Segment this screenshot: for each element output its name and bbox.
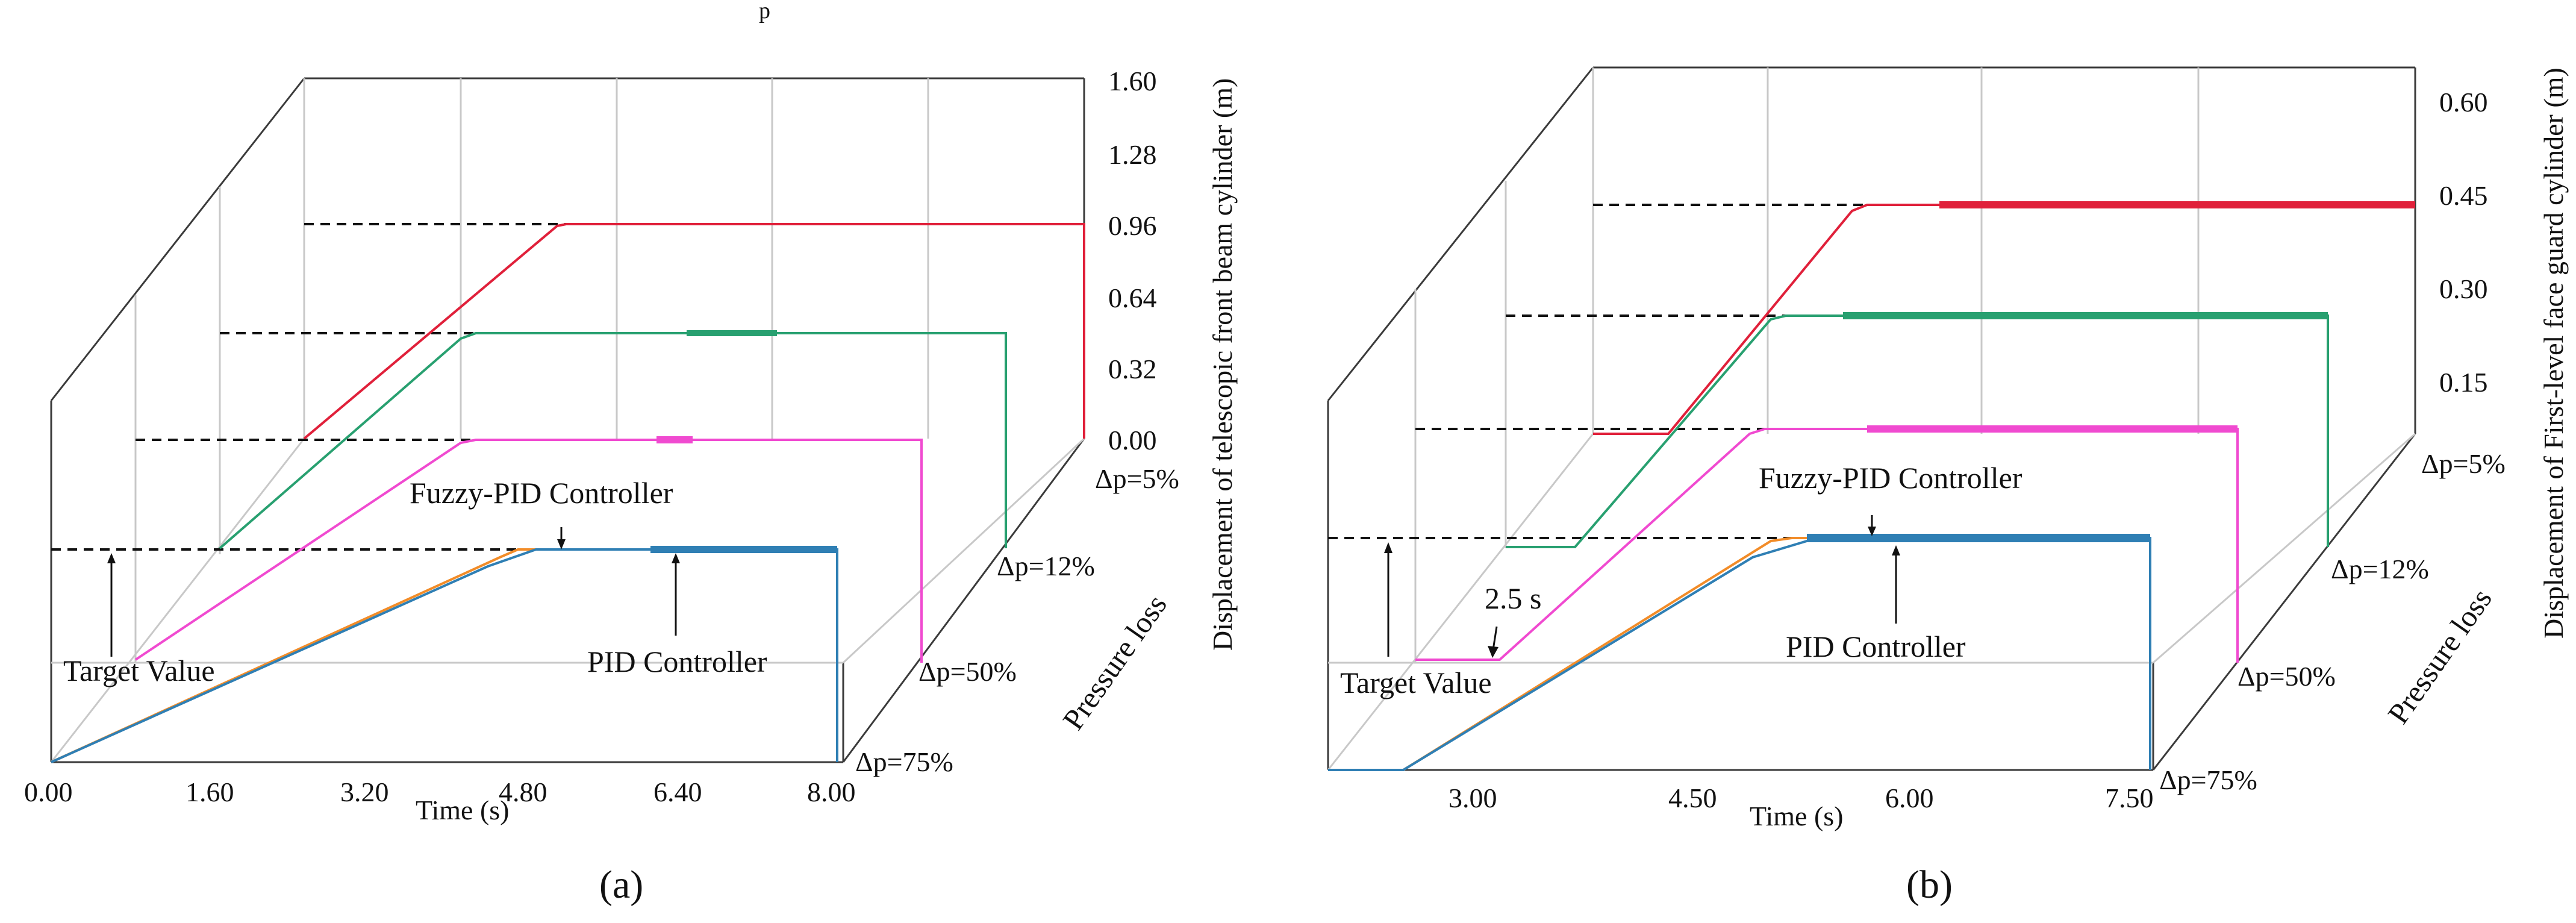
a-layer-label: Δp=5% xyxy=(1095,463,1179,494)
a-zlabel: Pressure loss xyxy=(1056,588,1173,736)
a-xtick: 1.60 xyxy=(186,777,234,807)
b-annot-pid: PID Controller xyxy=(1786,630,1966,663)
b-fuzzy-arrowhead xyxy=(1868,527,1876,536)
b-annot-target: Target Value xyxy=(1340,666,1492,699)
a-xtick: 0.00 xyxy=(24,777,73,807)
b-ytick: 0.45 xyxy=(2439,180,2488,211)
a-ytick: 0.64 xyxy=(1108,283,1157,313)
a-target-arrowhead xyxy=(107,553,116,563)
a-series-red xyxy=(303,223,1085,440)
top-clipped-text: p xyxy=(759,0,770,23)
b-ytick: 0.60 xyxy=(2439,87,2488,117)
b-ylabel: Displacement of First-level face guard c… xyxy=(2538,67,2569,639)
a-ylabel: Displacement of telescopic front beam cy… xyxy=(1207,78,1238,651)
b-layer-label: Δp=5% xyxy=(2421,448,2506,479)
b-xtick: 3.00 xyxy=(1449,783,1497,813)
b-layer-label: Δp=75% xyxy=(2159,765,2257,795)
a-fuzzy-arrowhead xyxy=(557,539,566,549)
a-xlabel: Time (s) xyxy=(416,795,510,825)
a-xtick: 3.20 xyxy=(340,777,389,807)
a-ytick: 1.60 xyxy=(1108,66,1157,96)
a-ytick: 0.96 xyxy=(1108,210,1157,241)
b-xtick: 4.50 xyxy=(1668,783,1717,813)
b-xtick: 7.50 xyxy=(2105,783,2154,813)
a-annot-target: Target Value xyxy=(63,654,215,687)
panel-b: Fuzzy-PID Controller PID Controller Targ… xyxy=(1327,66,2569,907)
a-grid xyxy=(842,437,1085,664)
b-series-green xyxy=(1506,314,2329,548)
b-grid xyxy=(1327,433,1594,771)
b-panel-label: (b) xyxy=(1906,863,1953,907)
a-ytick: 0.00 xyxy=(1108,425,1157,455)
b-layer-label: Δp=50% xyxy=(2238,661,2336,692)
a-ytick: 1.28 xyxy=(1108,139,1157,170)
b-grid xyxy=(2153,433,2416,664)
b-annot-2s: 2.5 s xyxy=(1485,581,1541,615)
a-xtick: 6.40 xyxy=(653,777,702,807)
a-ytick: 0.32 xyxy=(1108,354,1157,384)
a-series-magenta xyxy=(134,439,923,663)
b-top-left-edge xyxy=(1327,67,1594,401)
b-series-magenta xyxy=(1415,428,2239,663)
a-layer-label: Δp=50% xyxy=(918,656,1017,687)
a-depth-axis xyxy=(842,438,1085,763)
a-layer-label: Δp=12% xyxy=(997,551,1095,581)
a-top-left-edge xyxy=(50,78,305,401)
b-ytick: 0.30 xyxy=(2439,274,2488,304)
a-xtick: 8.00 xyxy=(807,777,856,807)
b-xlabel: Time (s) xyxy=(1750,801,1844,831)
panel-a: Fuzzy-PID Controller PID Controller Targ… xyxy=(24,66,1238,907)
b-ytick: 0.15 xyxy=(2439,367,2488,398)
a-series-green xyxy=(219,332,1007,549)
b-annot-fuzzy: Fuzzy-PID Controller xyxy=(1759,461,2022,495)
a-series-blue xyxy=(51,548,838,763)
b-series-orange xyxy=(1328,537,2150,771)
b-target-arrowhead xyxy=(1384,542,1392,553)
b-series-blue xyxy=(1328,536,2151,771)
a-grid xyxy=(50,438,305,763)
a-xtick: 4.80 xyxy=(499,777,547,807)
a-annot-pid: PID Controller xyxy=(587,645,767,678)
b-xtick: 6.00 xyxy=(1885,783,1934,813)
a-layer-label: Δp=75% xyxy=(855,746,953,777)
b-layer-label: Δp=12% xyxy=(2331,554,2429,584)
a-panel-label: (a) xyxy=(599,863,643,907)
b-pid-arrowhead xyxy=(1892,545,1900,555)
a-pid-arrowhead xyxy=(672,553,680,563)
b-depth-axis xyxy=(2152,433,2416,771)
b-2s-arrowhead xyxy=(1488,646,1499,658)
a-annot-fuzzy: Fuzzy-PID Controller xyxy=(410,476,673,510)
b-zlabel: Pressure loss xyxy=(2381,582,2498,730)
